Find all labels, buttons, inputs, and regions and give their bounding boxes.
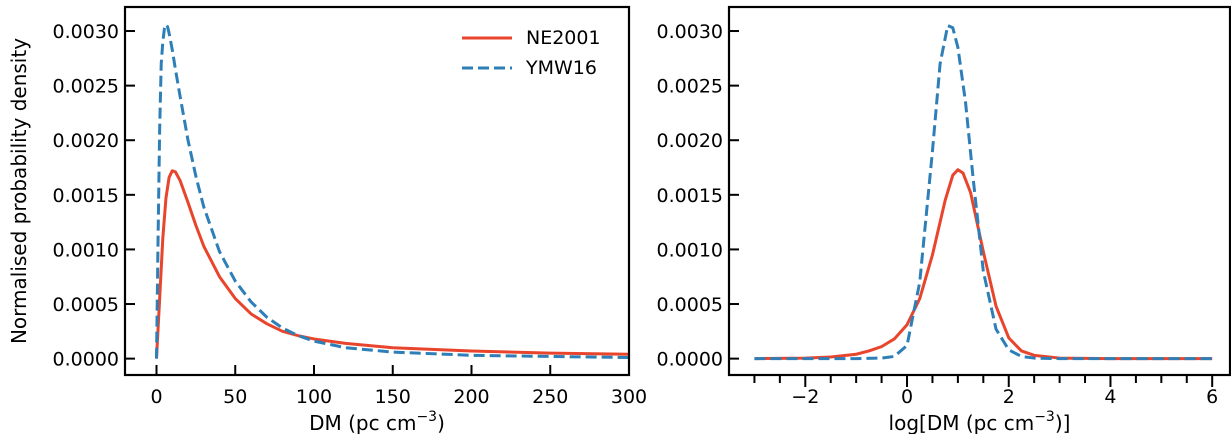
x-axis-label-sup: −3 (416, 409, 437, 425)
y-tick-label: 0.0025 (53, 76, 119, 98)
y-tick-label: 0.0015 (657, 185, 723, 207)
series-line-ne2001 (754, 168, 1213, 361)
x-tick-label: 4 (1104, 386, 1116, 408)
y-tick-label: 0.0015 (53, 185, 119, 207)
x-axis-label-main: log[DM (pc cm (889, 411, 1035, 434)
y-tick-label: 0.0000 (657, 349, 723, 371)
x-tick-label: 300 (611, 386, 647, 408)
y-tick-label: 0.0020 (657, 130, 723, 152)
legend-label-ymw16: YMW16 (525, 57, 597, 79)
x-axis-label-main: DM (pc cm (309, 411, 416, 434)
y-tick-label: 0.0010 (53, 239, 119, 261)
y-tick-label: 0.0010 (657, 239, 723, 261)
x-axis-label-sup: −3 (1034, 409, 1055, 425)
x-tick-label: 250 (532, 386, 568, 408)
x-axis-label-end: )] (1055, 411, 1071, 434)
x-tick-label: 50 (223, 386, 247, 408)
chart-panel-1: 0.0000 0.0005 0.0010 0.0015 0.0020 0.0025 0.00… (7, 5, 647, 434)
chart-panel-2: 0.0000 0.0005 0.0010 0.0015 0.0020 0.0025 0.00… (657, 5, 1231, 434)
x-tick-label: −2 (791, 386, 819, 408)
x-tick-label: 2 (1003, 386, 1015, 408)
series-line-ymw16 (754, 24, 1213, 361)
x-tick-label: 0 (150, 386, 162, 408)
y-axis-label: Normalised probability density (7, 38, 31, 344)
x-tick-label: 100 (296, 386, 332, 408)
y-tick-label: 0.0030 (53, 21, 119, 43)
x-tick-label: 0 (901, 386, 913, 408)
series-line-ymw16 (155, 22, 629, 360)
plot-frame (123, 5, 631, 377)
x-tick-label: 200 (453, 386, 489, 408)
y-tick-label: 0.0030 (657, 21, 723, 43)
legend: NE2001 YMW16 (462, 27, 601, 79)
y-tick-label: 0.0025 (657, 76, 723, 98)
series-line-ne2001 (155, 169, 629, 359)
x-axis-label: log[DM (pc cm−3)] (889, 409, 1071, 434)
legend-label-ne2001: NE2001 (526, 27, 601, 49)
y-tick-label: 0.0000 (53, 349, 119, 371)
x-tick-label: 6 (1206, 386, 1218, 408)
y-tick-label: 0.0020 (53, 130, 119, 152)
x-axis-label: DM (pc cm−3) (309, 409, 445, 434)
x-axis-label-end: ) (437, 411, 445, 434)
y-tick-label: 0.0005 (657, 294, 723, 316)
y-tick-label: 0.0005 (53, 294, 119, 316)
plot-frame (727, 5, 1231, 377)
x-tick-label: 150 (375, 386, 411, 408)
